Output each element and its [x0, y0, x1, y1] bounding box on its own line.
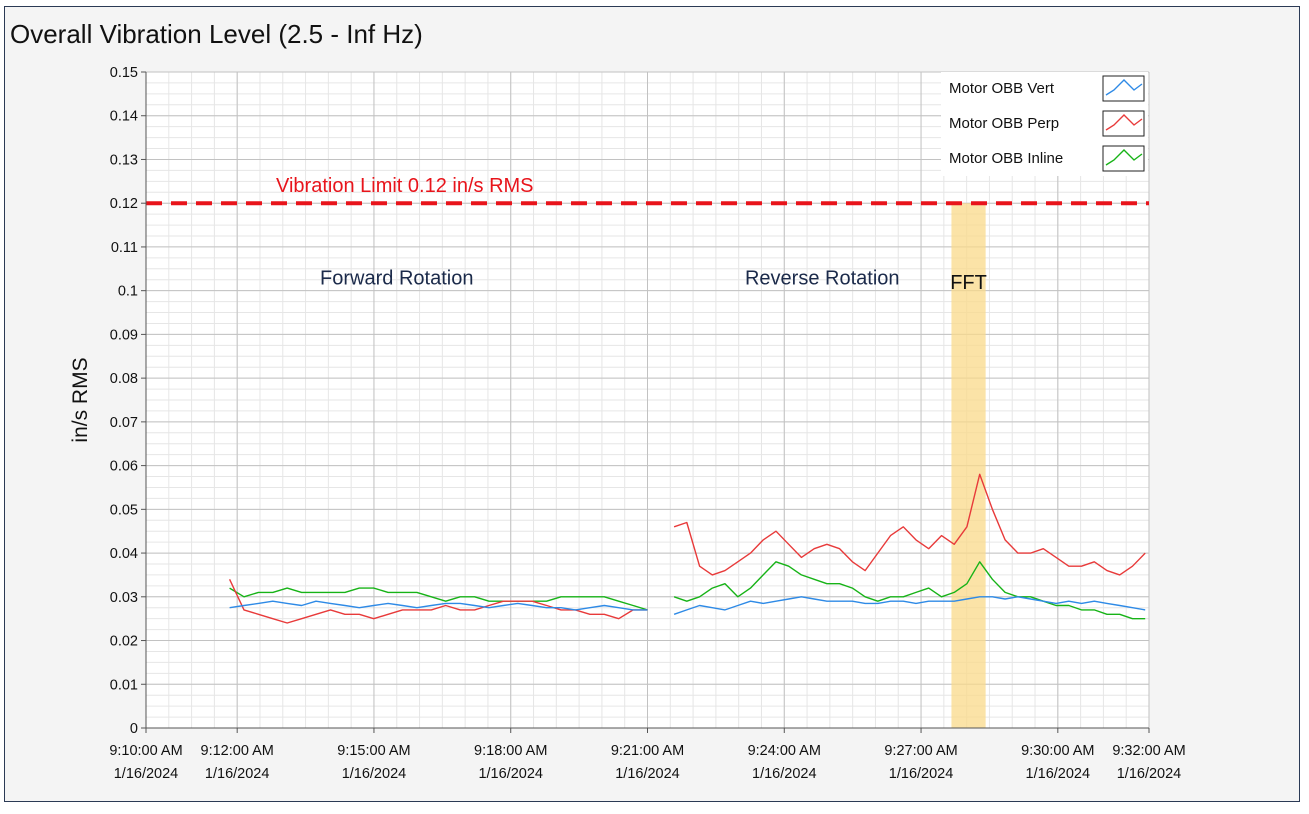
y-tick-label: 0.12: [110, 196, 138, 212]
fft-highlight-band: [951, 203, 986, 728]
y-tick-label: 0.01: [110, 677, 138, 693]
series-layer: [228, 473, 1146, 624]
x-tick-label-date: 1/16/2024: [478, 766, 543, 782]
y-axis-label: in/s RMS: [69, 357, 92, 442]
annotation-forward-rotation: Forward Rotation: [320, 268, 473, 290]
x-tick-label-date: 1/16/2024: [1026, 766, 1091, 782]
series-line-motor-obb-vert: [673, 596, 1146, 615]
x-tick-label-time: 9:12:00 AM: [201, 743, 274, 759]
y-tick-label: 0.09: [110, 327, 138, 343]
y-tick-label: 0.02: [110, 634, 138, 650]
y-tick-label: 0.08: [110, 371, 138, 387]
y-tick-label: 0.14: [110, 109, 138, 125]
x-tick-label-date: 1/16/2024: [205, 766, 270, 782]
vibration-limit-label: Vibration Limit 0.12 in/s RMS: [276, 175, 534, 197]
y-tick-label: 0.11: [111, 240, 138, 256]
y-tick-label: 0.04: [110, 546, 138, 562]
annotation-reverse-rotation: Reverse Rotation: [745, 268, 900, 290]
y-tick-labels: 0 0.01 0.02 0.03 0.04 0.05 0.06 0.07 0.08 0.09 0.1…: [110, 65, 146, 737]
x-tick-label-date: 1/16/2024: [114, 766, 179, 782]
series-line-motor-obb-perp: [228, 579, 648, 624]
series-line-motor-obb-inline: [673, 561, 1146, 620]
x-tick-label-date: 1/16/2024: [615, 766, 680, 782]
y-tick-label: 0.07: [110, 415, 138, 431]
series-line-motor-obb-vert: [229, 600, 648, 611]
fft-label: FFT: [950, 272, 987, 294]
legend-line-motor-obb-perp: [1105, 114, 1143, 131]
y-tick-label: 0.06: [110, 459, 138, 475]
y-tick-label: 0.13: [110, 152, 138, 168]
y-tick-label: 0.05: [110, 502, 138, 518]
x-tick-label-time: 9:10:00 AM: [109, 743, 182, 759]
series-line-motor-obb-perp: [673, 473, 1146, 576]
x-tick-label-date: 1/16/2024: [752, 766, 817, 782]
series-line-motor-obb-inline: [229, 587, 648, 611]
legend-label-motor-obb-perp: Motor OBB Perp: [949, 115, 1059, 132]
x-tick-label-time: 9:30:00 AM: [1021, 743, 1094, 759]
y-tick-label: 0: [130, 721, 138, 737]
y-tick-label: 0.1: [118, 284, 138, 300]
x-tick-label-date: 1/16/2024: [342, 766, 407, 782]
x-tick-label-time: 9:18:00 AM: [474, 743, 547, 759]
y-tick-label: 0.15: [110, 65, 138, 81]
chart-title: Overall Vibration Level (2.5 - Inf Hz): [10, 19, 423, 49]
x-tick-label-time: 9:24:00 AM: [748, 743, 821, 759]
x-tick-label-time: 9:15:00 AM: [337, 743, 410, 759]
x-tick-label-date: 1/16/2024: [889, 766, 954, 782]
x-tick-label-time: 9:21:00 AM: [611, 743, 684, 759]
x-tick-label-time: 9:27:00 AM: [884, 743, 957, 759]
legend: Motor OBB Vert Motor OBB Perp Motor OBB In…: [941, 72, 1148, 176]
legend-label-motor-obb-inline: Motor OBB Inline: [949, 150, 1063, 167]
legend-label-motor-obb-vert: Motor OBB Vert: [949, 80, 1055, 97]
legend-line-motor-obb-vert: [1105, 79, 1143, 96]
x-tick-label-date: 1/16/2024: [1117, 766, 1182, 782]
y-tick-label: 0.03: [110, 590, 138, 606]
legend-line-motor-obb-inline: [1105, 149, 1143, 166]
x-tick-labels: 9:10:00 AM 1/16/2024 9:12:00 AM 1/16/2024 9:…: [109, 728, 1186, 782]
x-tick-label-time: 9:32:00 AM: [1112, 743, 1185, 759]
